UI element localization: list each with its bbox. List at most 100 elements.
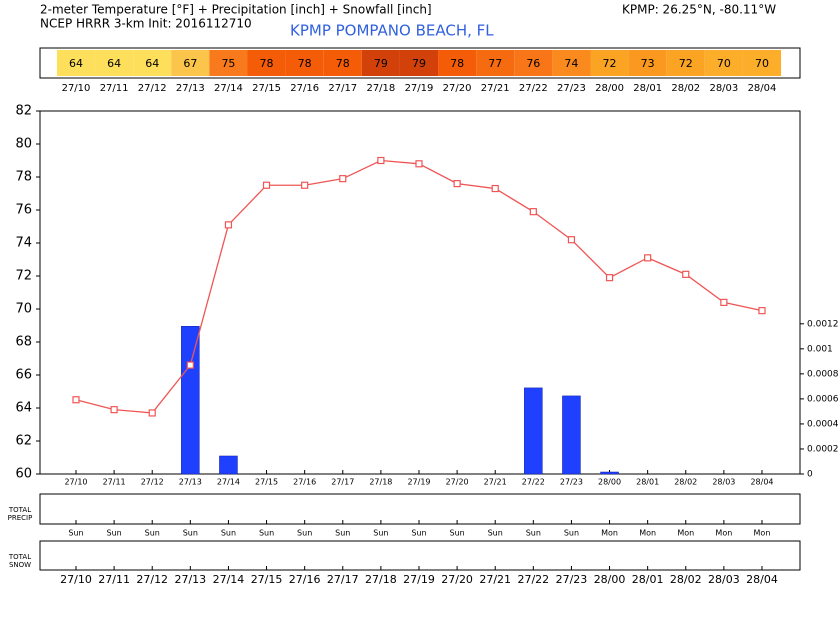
strip-category: 27/14 — [214, 83, 243, 94]
temp-cell — [133, 50, 172, 76]
day-label: Mon — [754, 529, 771, 538]
temp-marker — [415, 160, 423, 168]
strip-category: 28/00 — [595, 83, 624, 94]
y-tick-label: 62 — [15, 434, 32, 449]
temp-cell — [704, 50, 743, 76]
x-tick-label: 27/16 — [293, 478, 316, 487]
y2-tick-label: 0.001 — [807, 344, 833, 354]
strip-category: 28/04 — [748, 83, 777, 94]
temp-cell-label: 64 — [145, 57, 159, 70]
x-tick-label: 27/11 — [103, 478, 126, 487]
temp-cell — [95, 50, 134, 76]
temp-cell-label: 77 — [488, 57, 502, 70]
temp-cell — [552, 50, 591, 76]
temp-marker — [567, 236, 576, 244]
day-label: Sun — [449, 529, 464, 538]
x-tick-label: 27/20 — [446, 478, 469, 487]
strip-category: 27/22 — [519, 83, 548, 94]
day-label: Sun — [411, 529, 426, 538]
strip-category: 27/13 — [176, 83, 205, 94]
bottom-category: 27/20 — [441, 573, 473, 586]
temp-marker — [605, 274, 614, 282]
x-tick-label: 28/04 — [750, 478, 773, 487]
day-label: Sun — [297, 529, 312, 538]
day-label: Sun — [335, 529, 350, 538]
x-tick-label: 27/13 — [179, 478, 202, 487]
strip-category: 27/17 — [328, 83, 357, 94]
strip-frame — [39, 47, 801, 79]
temp-marker — [301, 181, 309, 189]
temp-cell-label: 78 — [298, 57, 312, 70]
temp-cell — [742, 50, 782, 76]
y-tick-label: 70 — [15, 302, 32, 317]
x-tick-label: 27/21 — [484, 478, 507, 487]
y-tick-label: 68 — [15, 335, 32, 350]
temp-cell-label: 79 — [412, 57, 426, 70]
y-tick-label: 82 — [15, 104, 32, 119]
y-tick-label: 64 — [15, 401, 32, 416]
bottom-category: 27/16 — [289, 573, 321, 586]
temp-marker — [529, 208, 537, 216]
temp-marker — [644, 254, 652, 262]
temp-cell-label: 64 — [69, 57, 83, 70]
x-tick-label: 27/10 — [64, 478, 87, 487]
x-tick-label: 28/00 — [598, 478, 621, 487]
plot-frame — [39, 110, 801, 475]
temp-cell — [285, 50, 324, 76]
temp-cell — [438, 50, 477, 76]
temp-cell-label: 78 — [336, 57, 350, 70]
temp-cell-label: 67 — [183, 57, 197, 70]
y-tick-label: 72 — [15, 269, 32, 284]
bottom-category: 27/18 — [365, 573, 397, 586]
temp-cell-label: 76 — [526, 57, 540, 70]
y2-tick-label: 0 — [807, 470, 813, 480]
temp-cell-label: 64 — [107, 57, 121, 70]
temp-marker — [262, 181, 271, 189]
x-tick-label: 27/14 — [217, 478, 240, 487]
temp-cell — [514, 50, 553, 76]
temp-cell — [247, 50, 286, 76]
temp-marker — [453, 180, 461, 188]
strip-category: 27/12 — [138, 83, 167, 94]
y2-tick-label: 0.0006 — [807, 394, 839, 404]
temp-cell — [323, 50, 362, 76]
strip-category: 27/21 — [481, 83, 510, 94]
day-label: Mon — [601, 529, 618, 538]
x-tick-label: 27/12 — [141, 478, 164, 487]
day-label: Mon — [715, 529, 732, 538]
header-model: NCEP HRRR 3-km Init: 2016112710 — [40, 17, 252, 31]
temp-cell — [361, 50, 400, 76]
y2-tick-label: 0.0002 — [807, 444, 839, 454]
temp-cell — [209, 50, 248, 76]
y-tick-label: 80 — [15, 137, 32, 152]
day-label: Sun — [221, 529, 236, 538]
station-title: KPMP POMPANO BEACH, FL — [290, 22, 494, 40]
day-label: Sun — [183, 529, 198, 538]
x-tick-label: 28/03 — [712, 478, 735, 487]
strip-category: 27/15 — [252, 83, 281, 94]
temp-marker — [491, 184, 499, 193]
temp-marker — [720, 298, 728, 306]
precip-bar — [524, 387, 543, 475]
temp-line — [75, 159, 763, 414]
x-tick-label: 27/19 — [407, 478, 430, 487]
temp-cell — [590, 50, 629, 76]
day-label: Sun — [373, 529, 388, 538]
temp-cell-label: 72 — [679, 57, 693, 70]
y-tick-label: 78 — [15, 170, 32, 185]
bottom-category: 28/00 — [594, 573, 626, 586]
temp-marker — [148, 409, 156, 417]
temp-cell-label: 70 — [755, 57, 769, 70]
location: KPMP: 26.25°N, -80.11°W — [622, 3, 776, 17]
temp-marker — [339, 175, 347, 183]
temp-cell-label: 75 — [221, 57, 235, 70]
temp-cell — [628, 50, 667, 76]
precip-panel — [39, 493, 801, 525]
y-tick-label: 66 — [15, 368, 32, 383]
temp-marker — [110, 406, 118, 414]
bottom-category: 28/01 — [632, 573, 664, 586]
bottom-category: 27/14 — [213, 573, 245, 586]
strip-category: 27/18 — [366, 83, 395, 94]
y-tick-label: 74 — [15, 236, 32, 251]
